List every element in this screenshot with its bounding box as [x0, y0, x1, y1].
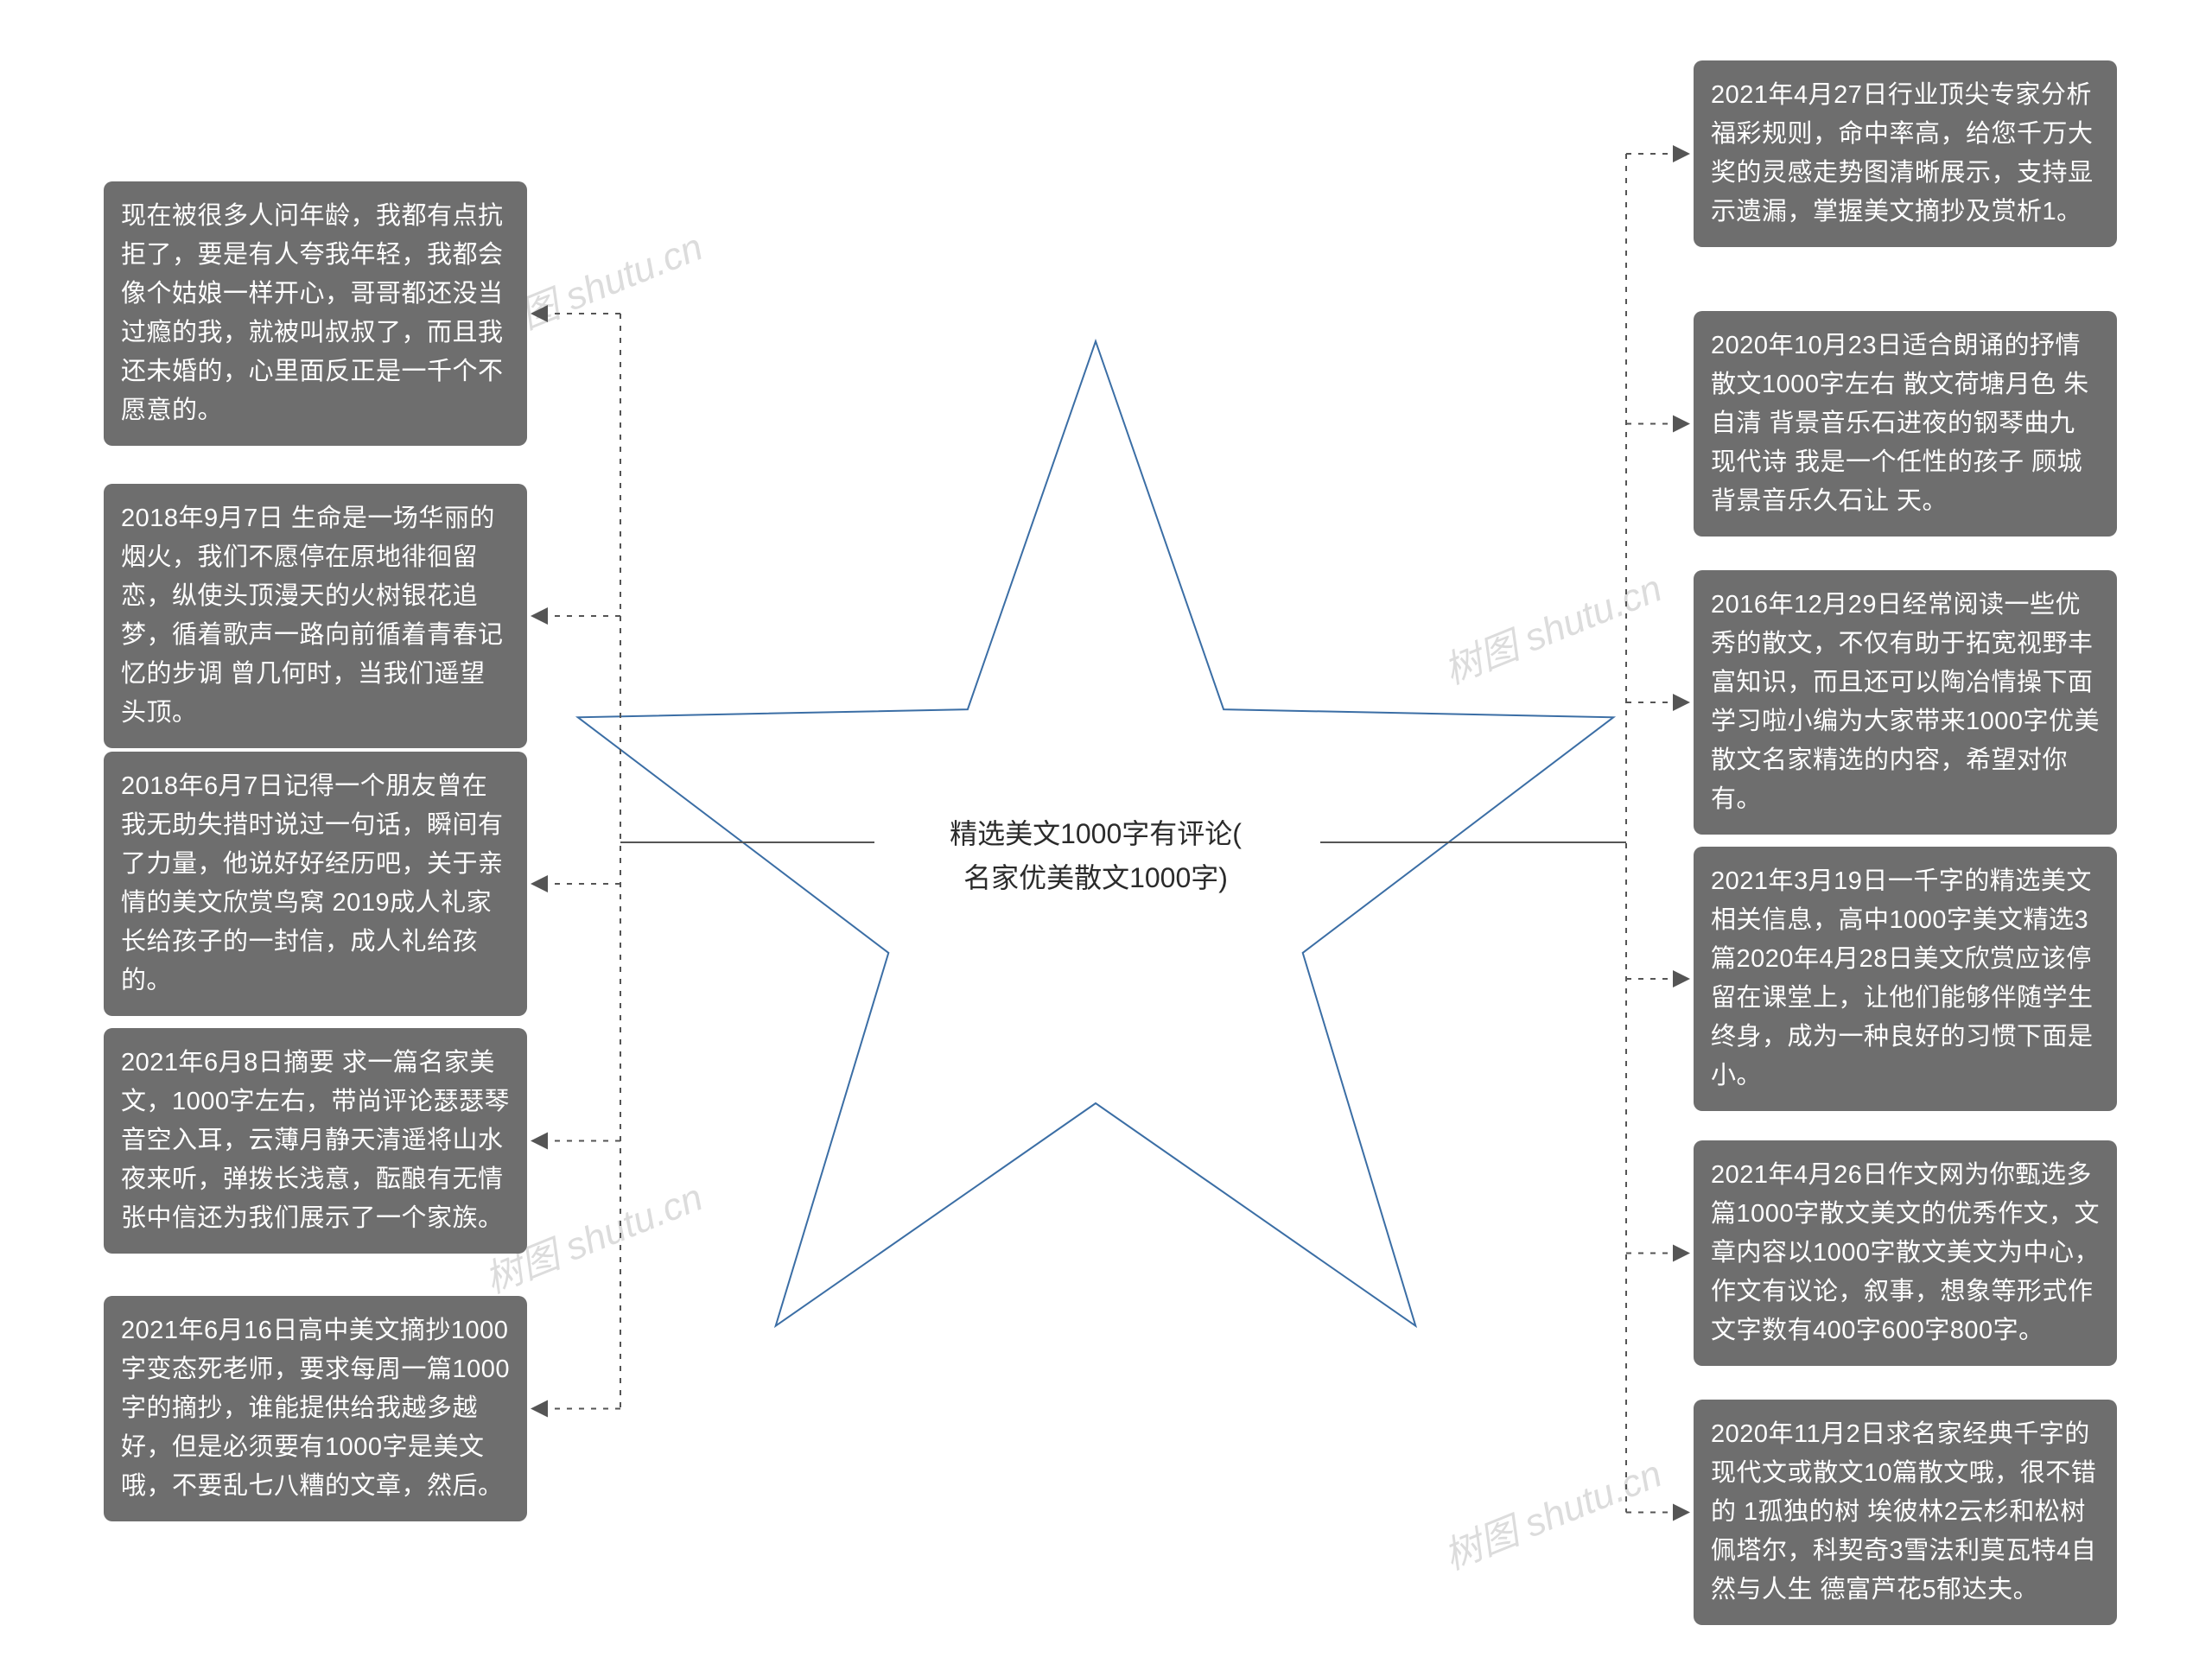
- node-text: 2021年6月16日高中美文摘抄1000字变态死老师，要求每周一篇1000字的摘…: [121, 1317, 510, 1500]
- right-node: 2021年4月26日作文网为你甄选多篇1000字散文美文的优秀作文，文章内容以1…: [1694, 1140, 2117, 1366]
- node-text: 2016年12月29日经常阅读一些优秀的散文，不仅有助于拓宽视野丰富知识，而且还…: [1711, 591, 2100, 813]
- center-title: 精选美文1000字有评论( 名家优美散文1000字): [914, 812, 1277, 900]
- watermark: 树图 shutu.cn: [1434, 1443, 1669, 1580]
- right-node: 2021年4月27日行业顶尖专家分析福彩规则，命中率高，给您千万大奖的灵感走势图…: [1694, 60, 2117, 247]
- diagram-canvas: 树图 shutu.cn树图 shutu.cn树图 shutu.cn树图 shut…: [0, 0, 2212, 1670]
- watermark: 树图 shutu.cn: [1434, 557, 1669, 695]
- left-node: 2018年6月7日记得一个朋友曾在我无助失措时说过一句话，瞬间有了力量，他说好好…: [104, 752, 527, 1016]
- node-text: 2020年11月2日求名家经典千字的现代文或散文10篇散文哦，很不错的 1孤独的…: [1711, 1420, 2096, 1603]
- node-text: 2018年6月7日记得一个朋友曾在我无助失措时说过一句话，瞬间有了力量，他说好好…: [121, 772, 504, 994]
- right-node: 2016年12月29日经常阅读一些优秀的散文，不仅有助于拓宽视野丰富知识，而且还…: [1694, 570, 2117, 835]
- left-node: 2021年6月16日高中美文摘抄1000字变态死老师，要求每周一篇1000字的摘…: [104, 1296, 527, 1521]
- node-text: 2021年3月19日一千字的精选美文相关信息，高中1000字美文精选3篇2020…: [1711, 867, 2094, 1089]
- left-node: 2021年6月8日摘要 求一篇名家美文，1000字左右，带尚评论瑟瑟琴音空入耳，…: [104, 1028, 527, 1254]
- right-node: 2020年11月2日求名家经典千字的现代文或散文10篇散文哦，很不错的 1孤独的…: [1694, 1400, 2117, 1625]
- right-node: 2020年10月23日适合朗诵的抒情散文1000字左右 散文荷塘月色 朱自清 背…: [1694, 311, 2117, 537]
- node-text: 2021年4月26日作文网为你甄选多篇1000字散文美文的优秀作文，文章内容以1…: [1711, 1161, 2100, 1344]
- left-node: 2018年9月7日 生命是一场华丽的烟火，我们不愿停在原地徘徊留恋，纵使头顶漫天…: [104, 484, 527, 748]
- left-node: 现在被很多人问年龄，我都有点抗拒了，要是有人夸我年轻，我都会像个姑娘一样开心，哥…: [104, 181, 527, 446]
- right-node: 2021年3月19日一千字的精选美文相关信息，高中1000字美文精选3篇2020…: [1694, 847, 2117, 1111]
- node-text: 现在被很多人问年龄，我都有点抗拒了，要是有人夸我年轻，我都会像个姑娘一样开心，哥…: [121, 202, 504, 424]
- center-title-line1: 精选美文1000字有评论(: [950, 818, 1242, 849]
- node-text: 2021年6月8日摘要 求一篇名家美文，1000字左右，带尚评论瑟瑟琴音空入耳，…: [121, 1049, 510, 1232]
- center-title-line2: 名家优美散文1000字): [963, 862, 1228, 893]
- node-text: 2018年9月7日 生命是一场华丽的烟火，我们不愿停在原地徘徊留恋，纵使头顶漫天…: [121, 505, 504, 727]
- node-text: 2021年4月27日行业顶尖专家分析福彩规则，命中率高，给您千万大奖的灵感走势图…: [1711, 81, 2094, 225]
- node-text: 2020年10月23日适合朗诵的抒情散文1000字左右 散文荷塘月色 朱自清 背…: [1711, 332, 2089, 515]
